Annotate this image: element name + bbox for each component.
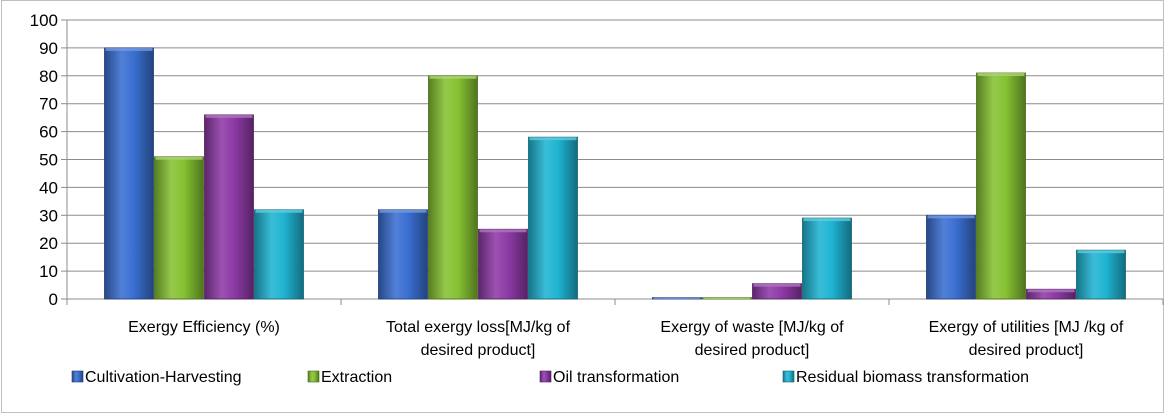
- bar-top-highlight: [753, 283, 801, 287]
- bar-residual-biomass-transformation-2: [802, 217, 852, 300]
- bar-top-highlight: [379, 209, 427, 213]
- bar-extraction-3: [976, 72, 1026, 300]
- bar-top-highlight: [1077, 250, 1125, 254]
- bar-cultivation-harvesting-3: [926, 214, 976, 300]
- category-label-3-line-1: desired product]: [969, 342, 1084, 359]
- bars: [104, 47, 1126, 300]
- legend-label: Cultivation-Harvesting: [85, 369, 242, 386]
- category-label-2-line-0: Exergy of waste [MJ/kg of: [660, 319, 844, 336]
- bar-cultivation-harvesting-0: [104, 47, 154, 300]
- bar-top-highlight: [653, 297, 701, 299]
- bar-top-highlight: [529, 137, 577, 141]
- y-tick-label: 90: [39, 39, 58, 58]
- category-label-0-line-0: Exergy Efficiency (%): [128, 319, 280, 336]
- bar-top-highlight: [429, 75, 477, 79]
- y-tick-label: 10: [39, 262, 58, 281]
- legend-label: Extraction: [321, 369, 392, 386]
- legend-swatch: [307, 370, 320, 383]
- bar-top-highlight: [927, 215, 975, 219]
- bar-oil-transformation-0: [204, 114, 254, 300]
- bar-residual-biomass-transformation-1: [528, 136, 578, 300]
- bar-top-highlight: [105, 47, 153, 51]
- legend: Cultivation-Harvesting Extraction Oil tran…: [71, 369, 1029, 386]
- y-tick-label: 50: [39, 151, 58, 170]
- bar-top-highlight: [255, 209, 303, 213]
- y-tick-label: 60: [39, 123, 58, 142]
- category-label-1-line-0: Total exergy loss[MJ/kg of: [386, 319, 571, 336]
- bar-top-highlight: [205, 114, 253, 118]
- y-tick-label: 70: [39, 95, 58, 114]
- y-axis-ticks: 0 10 20 30 40 50 60 70 80 90 100: [30, 11, 67, 309]
- legend-swatch: [539, 370, 552, 383]
- bar-top-highlight: [155, 156, 203, 160]
- x-axis-category-labels: Exergy Efficiency (%) Total exergy loss[M…: [128, 319, 1124, 359]
- y-tick-label: 20: [39, 234, 58, 253]
- legend-item-oil-transformation: Oil transformation: [539, 369, 679, 386]
- bar-residual-biomass-transformation-0: [254, 209, 304, 300]
- bar-top-highlight: [479, 229, 527, 233]
- y-tick-label: 80: [39, 67, 58, 86]
- bar-top-highlight: [803, 218, 851, 222]
- bar-oil-transformation-1: [478, 228, 528, 300]
- legend-item-residual-biomass-transformation: Residual biomass transformation: [782, 369, 1029, 386]
- bar-extraction-1: [428, 75, 478, 300]
- category-label-3-line-0: Exergy of utilities [MJ /kg of: [929, 319, 1124, 336]
- y-tick-label: 40: [39, 178, 58, 197]
- y-tick-label: 30: [39, 206, 58, 225]
- bar-top-highlight: [1027, 289, 1075, 293]
- legend-label: Residual biomass transformation: [796, 369, 1029, 386]
- legend-item-cultivation-harvesting: Cultivation-Harvesting: [71, 369, 242, 386]
- y-tick-label: 100: [30, 11, 58, 30]
- legend-label: Oil transformation: [553, 369, 679, 386]
- bar-top-highlight: [977, 73, 1025, 77]
- legend-swatch: [782, 370, 795, 383]
- y-tick-label: 0: [49, 290, 58, 309]
- bar-residual-biomass-transformation-3: [1076, 249, 1126, 300]
- legend-item-extraction: Extraction: [307, 369, 392, 386]
- category-label-2-line-1: desired product]: [695, 342, 810, 359]
- bar-extraction-0: [154, 156, 204, 300]
- legend-swatch: [71, 370, 84, 383]
- category-label-1-line-1: desired product]: [421, 342, 536, 359]
- bar-cultivation-harvesting-1: [378, 209, 428, 300]
- bar-top-highlight: [703, 297, 751, 299]
